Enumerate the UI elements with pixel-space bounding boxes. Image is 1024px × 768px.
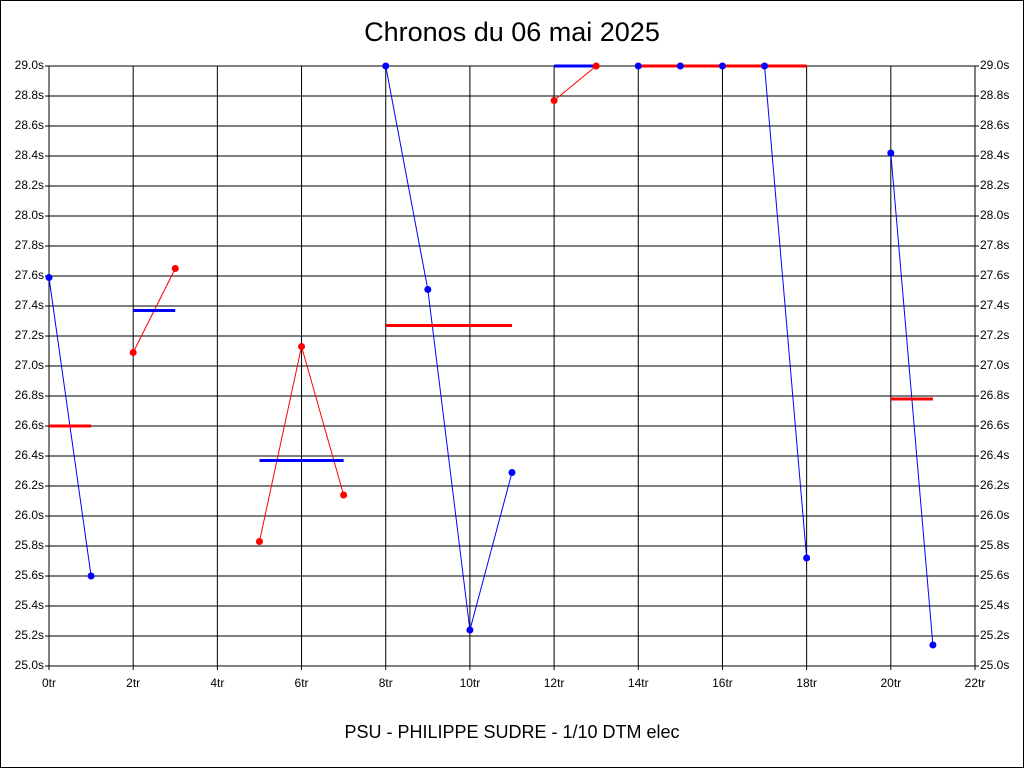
y2-tick-label: 27.6s [980, 268, 1009, 282]
y-tick-label: 27.4s [15, 298, 44, 312]
y-tick-label: 26.6s [15, 418, 44, 432]
y2-tick-label: 26.4s [980, 448, 1009, 462]
y2-tick-label: 27.8s [980, 238, 1009, 252]
x-tick-label: 2tr [126, 676, 140, 690]
y2-tick-label: 25.8s [980, 538, 1009, 552]
y2-tick-label: 25.0s [980, 658, 1009, 672]
x-tick-label: 0tr [42, 676, 56, 690]
point [508, 469, 516, 476]
y2-tick-label: 28.6s [980, 118, 1009, 132]
y2-tick-label: 27.0s [980, 358, 1009, 372]
y-tick-label: 28.2s [15, 178, 44, 192]
point [634, 62, 642, 70]
y-tick-label: 27.0s [15, 358, 44, 372]
point [255, 538, 263, 545]
x-tick-label: 8tr [379, 676, 393, 690]
x-tick-label: 20tr [880, 676, 901, 690]
y-tick-label: 25.8s [15, 538, 44, 552]
y-tick-label: 25.0s [15, 658, 44, 672]
point [803, 554, 811, 562]
y-tick-label: 25.6s [15, 568, 44, 582]
x-tick-label: 16tr [712, 676, 733, 690]
y-tick-label: 28.4s [15, 148, 44, 162]
point [550, 97, 558, 104]
point [466, 626, 474, 634]
y-tick-label: 26.4s [15, 448, 44, 462]
point [298, 343, 306, 350]
y-tick-label: 26.2s [15, 478, 44, 492]
point [761, 62, 769, 70]
point [87, 572, 95, 580]
y2-tick-label: 27.4s [980, 298, 1009, 312]
point [676, 62, 684, 70]
point [340, 491, 348, 499]
point [424, 286, 432, 293]
point [129, 349, 137, 356]
y2-tick-label: 26.2s [980, 478, 1009, 492]
point [929, 641, 937, 649]
x-tick-label: 18tr [796, 676, 817, 690]
point [45, 274, 53, 281]
y2-tick-label: 26.0s [980, 508, 1009, 522]
y2-tick-label: 27.2s [980, 328, 1009, 342]
x-tick-label: 14tr [628, 676, 649, 690]
y-tick-label: 27.8s [15, 238, 44, 252]
y-tick-label: 27.2s [15, 328, 44, 342]
y2-tick-label: 28.8s [980, 88, 1009, 102]
y-tick-label: 26.0s [15, 508, 44, 522]
y-tick-label: 25.2s [15, 628, 44, 642]
x-tick-label: 4tr [210, 676, 224, 690]
y2-tick-label: 28.0s [980, 208, 1009, 222]
y2-tick-label: 28.2s [980, 178, 1009, 192]
y-tick-label: 28.0s [15, 208, 44, 222]
chart-title: Chronos du 06 mai 2025 [364, 17, 660, 47]
x-tick-label: 12tr [544, 676, 565, 690]
y-tick-label: 28.6s [15, 118, 44, 132]
point [592, 62, 600, 70]
x-tick-label: 6tr [295, 676, 309, 690]
y-tick-label: 26.8s [15, 388, 44, 402]
y-tick-label: 29.0s [15, 58, 44, 72]
y2-tick-label: 26.8s [980, 388, 1009, 402]
y2-tick-label: 25.2s [980, 628, 1009, 642]
y-tick-label: 25.4s [15, 598, 44, 612]
x-tick-label: 22tr [965, 676, 986, 690]
y-tick-label: 28.8s [15, 88, 44, 102]
x-tick-label: 10tr [460, 676, 481, 690]
y-tick-label: 27.6s [15, 268, 44, 282]
point [718, 62, 726, 70]
y2-tick-label: 25.6s [980, 568, 1009, 582]
point [171, 265, 179, 272]
y2-tick-label: 26.6s [980, 418, 1009, 432]
chart-footer: PSU - PHILIPPE SUDRE - 1/10 DTM elec [344, 722, 679, 742]
point [382, 62, 390, 70]
y2-tick-label: 28.4s [980, 148, 1009, 162]
y2-tick-label: 29.0s [980, 58, 1009, 72]
y2-tick-label: 25.4s [980, 598, 1009, 612]
plot-border [48, 65, 976, 667]
point [887, 149, 895, 157]
